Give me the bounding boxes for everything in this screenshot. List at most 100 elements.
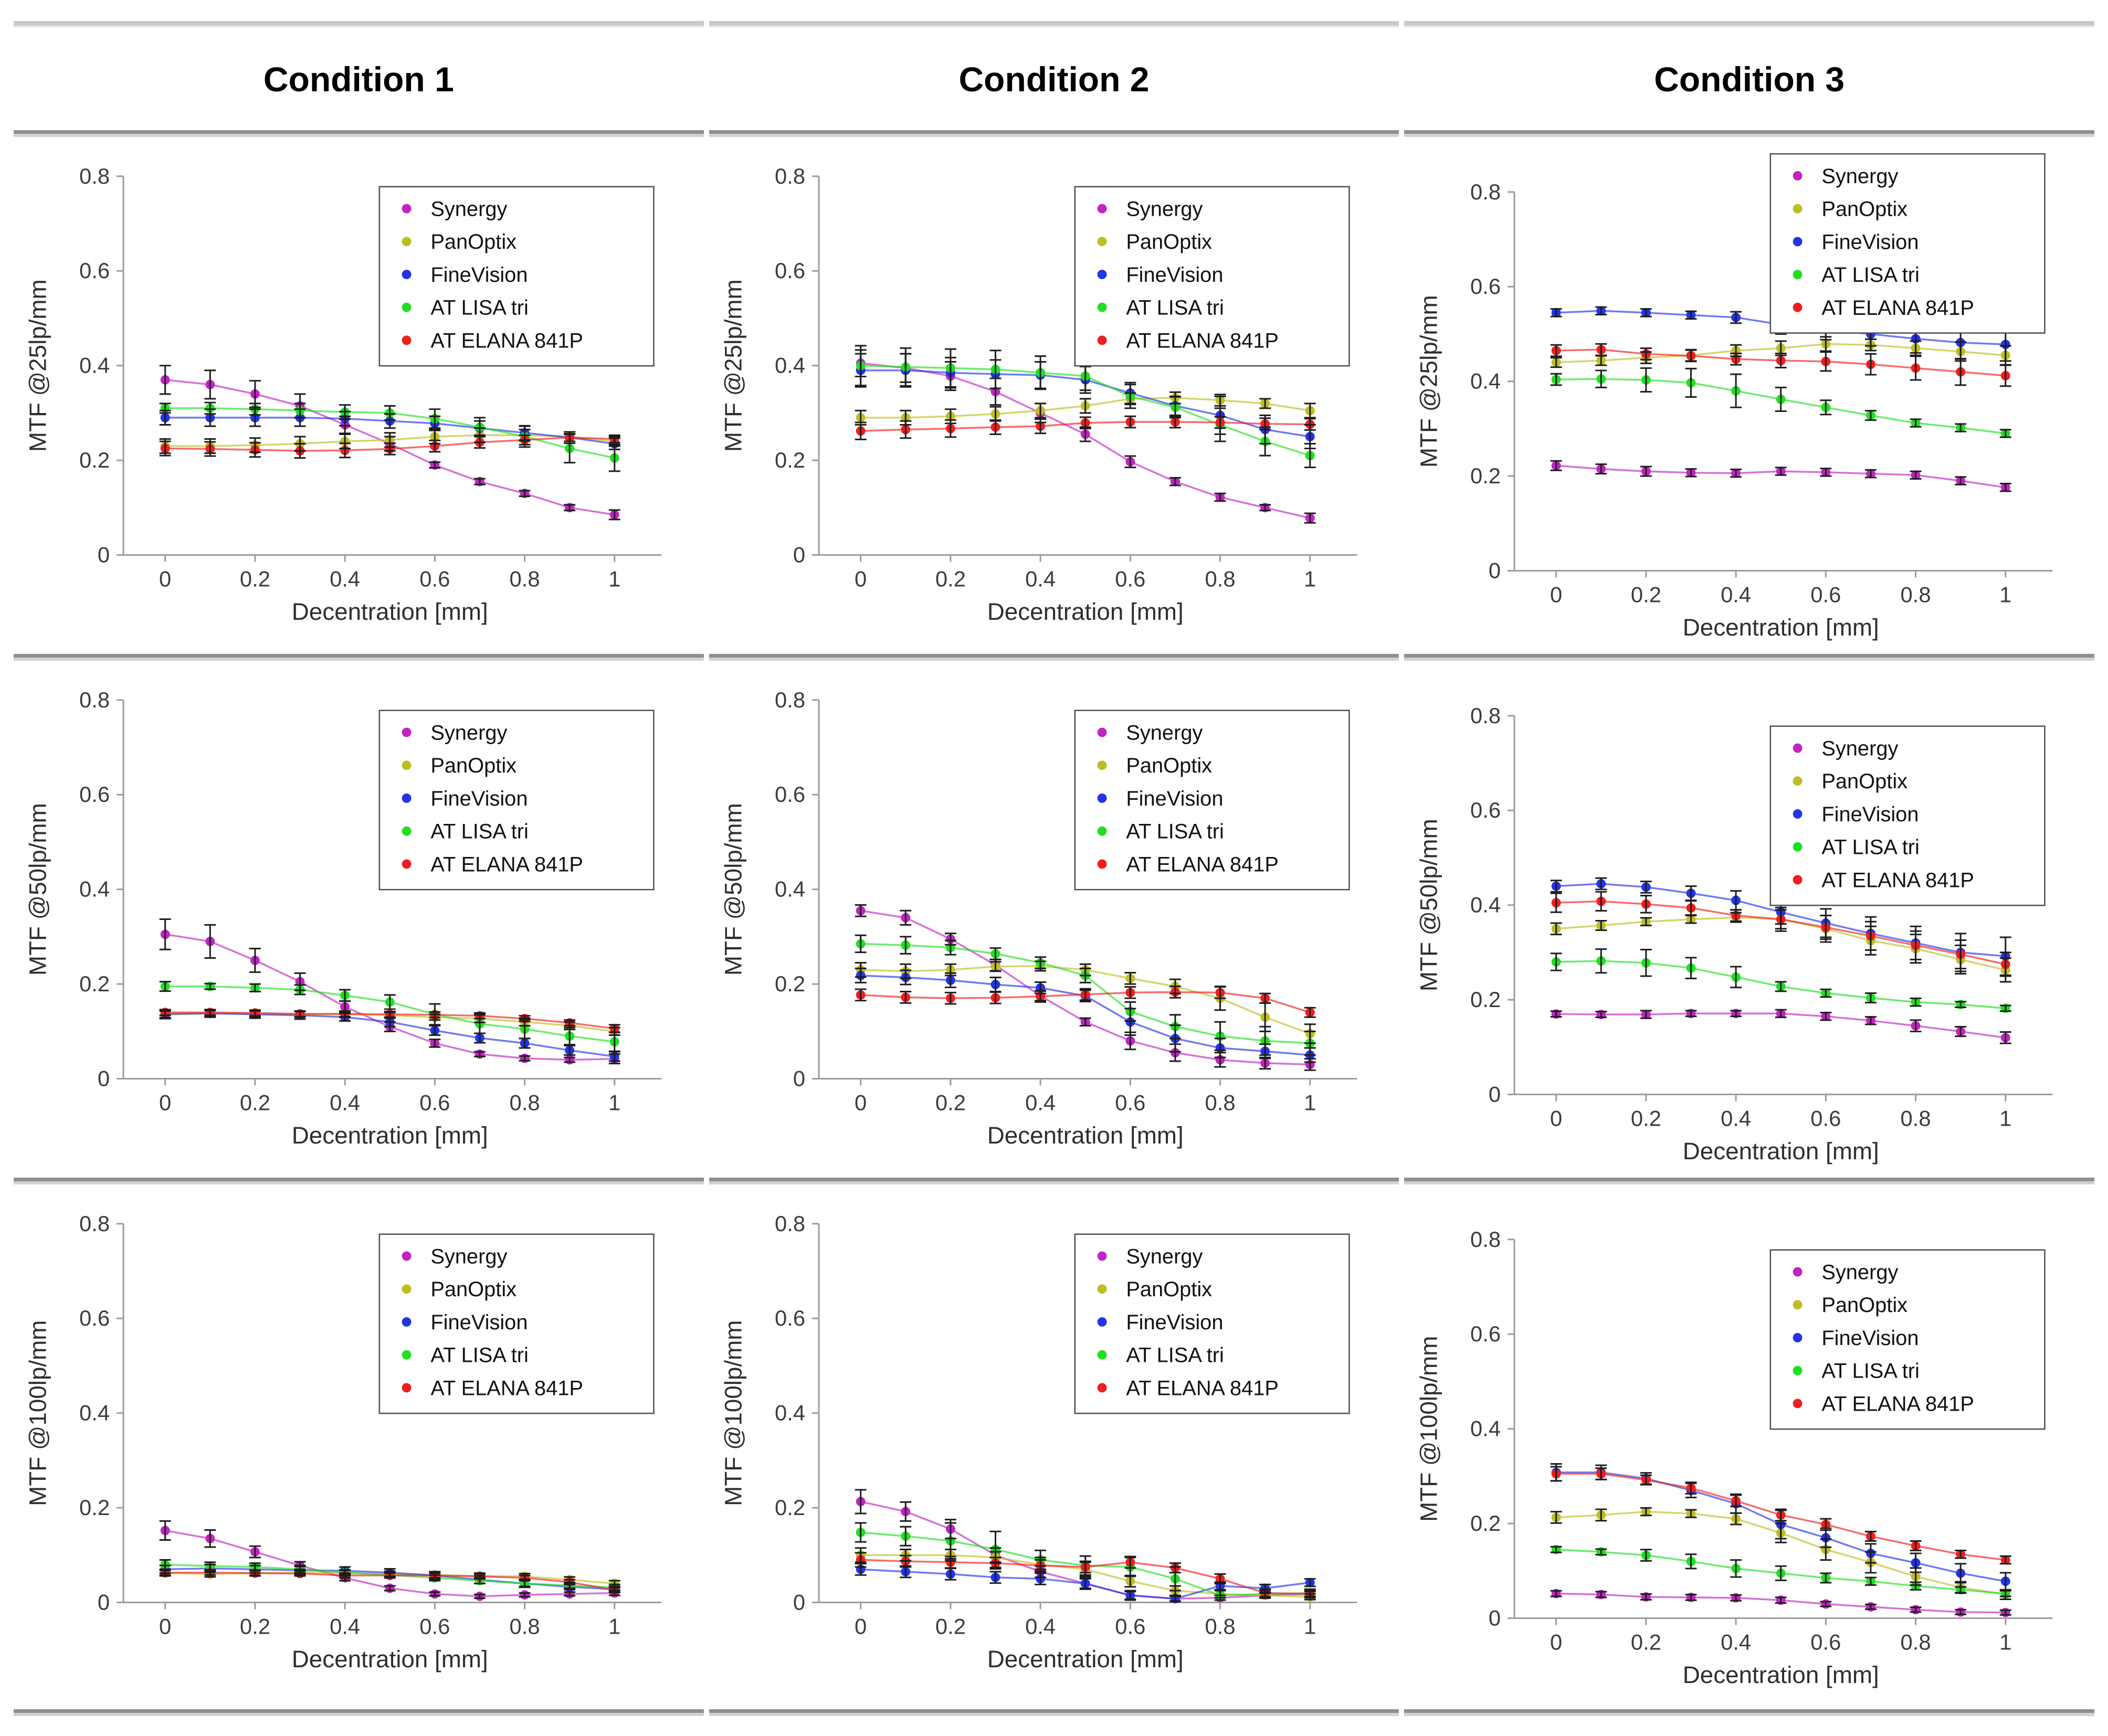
legend-label: AT LISA tri	[1821, 263, 1920, 287]
y-tick-label: 0.8	[775, 687, 805, 712]
legend: Synergy PanOptix FineVision AT LISA tri AT E…	[378, 186, 655, 367]
y-tick-label: 0.4	[79, 353, 110, 378]
legend-box	[1074, 710, 1350, 891]
legend-marker-panoptix	[1793, 1300, 1803, 1310]
legend-marker-synergy	[1097, 727, 1107, 737]
y-axis-label: MTF @50lp/mm	[25, 803, 51, 976]
table-border-bottom	[14, 1709, 2094, 1716]
y-tick-label: 0.8	[79, 1211, 110, 1236]
x-tick-label: 0.8	[1205, 566, 1235, 591]
legend-box	[378, 1233, 655, 1414]
x-tick-label: 0.4	[1025, 566, 1056, 591]
x-axis-label: Decentration [mm]	[292, 1646, 488, 1673]
table-border-segment	[14, 21, 704, 28]
legend-label: AT ELANA 841P	[431, 329, 584, 352]
y-tick-label: 0	[1489, 1605, 1501, 1630]
plot-row-25lpmm: 0 0.2 0.4 0.6 0.8 1 0 0.2 0.4 0.6 0.8 Decentration …	[14, 137, 2094, 654]
x-tick-label: 0.2	[935, 566, 966, 591]
legend-marker-finevision	[1793, 1333, 1803, 1342]
legend-label: Synergy	[1126, 197, 1203, 220]
table-border-segment	[709, 21, 1399, 28]
legend-label: AT LISA tri	[1126, 820, 1224, 843]
x-tick-label: 1	[1304, 1090, 1316, 1115]
legend-marker-at-lisa-tri	[402, 1350, 412, 1360]
y-axis-label: MTF @50lp/mm	[720, 803, 747, 976]
y-axis-label: MTF @100lp/mm	[720, 1320, 747, 1506]
chart-svg-c1-25: 0 0.2 0.4 0.6 0.8 1 0 0.2 0.4 0.6 0.8 Decentration …	[25, 164, 662, 625]
x-axis-label: Decentration [mm]	[987, 598, 1184, 625]
legend-marker-panoptix	[1793, 776, 1803, 786]
table-border-segment	[1404, 1709, 2094, 1716]
chart-svg-c1-100: 0 0.2 0.4 0.6 0.8 1 0 0.2 0.4 0.6 0.8 Decentration …	[25, 1211, 662, 1673]
legend-marker-synergy	[1097, 204, 1107, 214]
legend-label: AT LISA tri	[431, 297, 529, 320]
chart-condition2-mtf100: 0 0.2 0.4 0.6 0.8 1 0 0.2 0.4 0.6 0.8 Decentration …	[709, 1184, 1399, 1709]
legend-marker-finevision	[402, 793, 412, 803]
chart-svg-c1-50: 0 0.2 0.4 0.6 0.8 1 0 0.2 0.4 0.6 0.8 Decentration …	[25, 687, 662, 1149]
y-tick-label: 0.8	[775, 164, 805, 188]
series-line-finevision	[860, 975, 1310, 1056]
chart-svg-c3-25: 0 0.2 0.4 0.6 0.8 1 0 0.2 0.4 0.6 0.8 Decentration …	[1415, 153, 2053, 641]
x-tick-label: 0.2	[240, 1090, 270, 1115]
chart-condition1-mtf100: 0 0.2 0.4 0.6 0.8 1 0 0.2 0.4 0.6 0.8 Decentration …	[14, 1184, 704, 1709]
legend-label: Synergy	[1821, 165, 1898, 188]
legend-label: PanOptix	[1821, 198, 1907, 221]
legend-label: PanOptix	[431, 1278, 517, 1301]
plot-row-50lpmm: 0 0.2 0.4 0.6 0.8 1 0 0.2 0.4 0.6 0.8 Decentration …	[14, 661, 2094, 1178]
y-tick-label: 0.8	[1470, 703, 1501, 728]
legend-marker-at-lisa-tri	[1793, 842, 1803, 852]
x-tick-label: 0.6	[420, 566, 450, 591]
chart-svg-c3-100: 0 0.2 0.4 0.6 0.8 1 0 0.2 0.4 0.6 0.8 Decentration …	[1415, 1227, 2053, 1688]
x-tick-label: 0	[855, 1614, 867, 1638]
legend-label: AT ELANA 841P	[1821, 297, 1974, 320]
y-tick-label: 0.6	[1470, 1321, 1501, 1346]
legend-label: PanOptix	[431, 230, 517, 253]
x-tick-label: 0.8	[510, 566, 540, 591]
x-axis-label: Decentration [mm]	[1682, 614, 1879, 641]
legend-label: AT ELANA 841P	[1126, 329, 1279, 352]
legend-marker-at-elana-841p	[1097, 1383, 1107, 1393]
legend-box	[1074, 1233, 1350, 1414]
legend: Synergy PanOptix FineVision AT LISA tri AT E…	[1769, 153, 2046, 334]
y-tick-label: 0.2	[79, 1495, 110, 1520]
legend-label: AT ELANA 841P	[1821, 1392, 1974, 1415]
chart-condition2-mtf50: 0 0.2 0.4 0.6 0.8 1 0 0.2 0.4 0.6 0.8 Decentration …	[709, 661, 1399, 1178]
chart-svg-c2-25: 0 0.2 0.4 0.6 0.8 1 0 0.2 0.4 0.6 0.8 Decentration …	[720, 164, 1357, 625]
y-tick-label: 0.2	[1470, 1511, 1501, 1536]
legend-label: FineVision	[1126, 787, 1223, 810]
chart-condition1-mtf25: 0 0.2 0.4 0.6 0.8 1 0 0.2 0.4 0.6 0.8 Decentration …	[14, 137, 704, 654]
chart-svg-c2-50: 0 0.2 0.4 0.6 0.8 1 0 0.2 0.4 0.6 0.8 Decentration …	[720, 687, 1357, 1149]
plot-row-100lpmm: 0 0.2 0.4 0.6 0.8 1 0 0.2 0.4 0.6 0.8 Decentration …	[14, 1184, 2094, 1709]
legend-box	[378, 710, 655, 891]
legend-label: PanOptix	[1126, 754, 1212, 777]
legend-label: AT ELANA 841P	[1821, 869, 1974, 892]
x-tick-label: 1	[1999, 1629, 2011, 1654]
y-tick-label: 0.8	[79, 687, 110, 712]
legend-marker-panoptix	[1097, 1284, 1107, 1294]
legend-box	[378, 186, 655, 367]
legend: Synergy PanOptix FineVision AT LISA tri AT E…	[1769, 725, 2046, 906]
x-tick-label: 0	[1550, 1629, 1562, 1654]
x-tick-label: 0.4	[1025, 1090, 1056, 1115]
y-tick-label: 0	[98, 1066, 110, 1091]
header-row: Condition 1 Condition 2 Condition 3	[14, 28, 2094, 130]
legend-label: AT ELANA 841P	[431, 853, 584, 876]
legend-marker-finevision	[1097, 1317, 1107, 1327]
chart-svg-c3-50: 0 0.2 0.4 0.6 0.8 1 0 0.2 0.4 0.6 0.8 Decentration …	[1415, 703, 2053, 1165]
table-border-row1	[14, 654, 2094, 661]
legend-label: AT LISA tri	[1126, 1344, 1224, 1367]
legend-marker-at-lisa-tri	[1793, 1365, 1803, 1375]
x-tick-label: 1	[1304, 1614, 1316, 1638]
legend-marker-at-lisa-tri	[1097, 826, 1107, 836]
legend-marker-synergy	[402, 204, 412, 214]
legend-label: FineVision	[1821, 1327, 1919, 1350]
x-tick-label: 0	[1550, 582, 1562, 607]
x-tick-label: 1	[1304, 566, 1316, 591]
x-tick-label: 0.6	[1115, 566, 1145, 591]
x-tick-label: 0	[159, 1614, 171, 1638]
table-border-row2	[14, 1178, 2094, 1184]
table-border-segment	[709, 1709, 1399, 1716]
legend-marker-at-lisa-tri	[402, 826, 412, 836]
x-tick-label: 1	[1999, 582, 2011, 607]
